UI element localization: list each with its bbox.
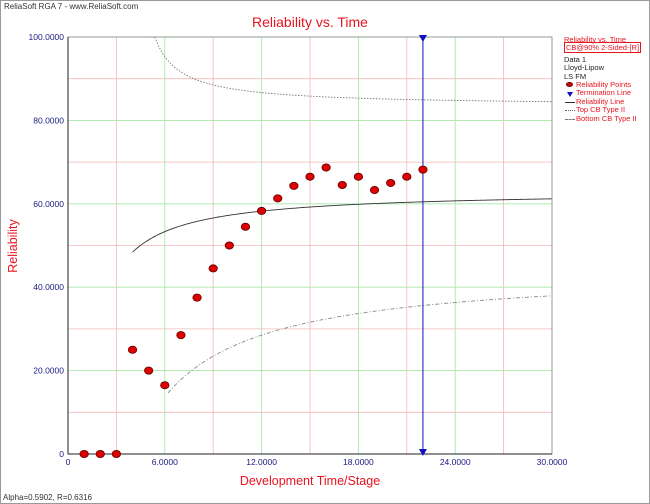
- x-tick-label: 30.0000: [537, 457, 568, 467]
- x-axis-label: Development Time/Stage: [239, 474, 381, 488]
- reliability-point: [353, 172, 363, 181]
- reliability-point: [402, 172, 412, 181]
- y-tick-label: 20.0000: [33, 366, 64, 376]
- tick-labels: 0 6.0000 12.0000 18.0000 24.0000 30.0000 0 20.0…: [29, 32, 568, 467]
- legend-info-data: Data 1: [564, 54, 587, 64]
- legend: Reliability vs. Time CB@90% 2-Sided-[R] …: [564, 35, 648, 123]
- bottom-cb-line: [167, 295, 553, 394]
- reliability-point: [256, 206, 267, 215]
- legend-item-bottom-cb: Bottom CB Type II: [564, 114, 648, 123]
- status-footer: Alpha=0.5902, R=0.6316: [3, 493, 92, 502]
- termination-marker-top: [418, 35, 427, 42]
- reliability-line: [132, 198, 553, 253]
- reliability-point: [337, 181, 347, 190]
- y-tick-label: 100.0000: [29, 32, 65, 42]
- reliability-point: [160, 381, 170, 390]
- x-tick-label: 24.0000: [440, 457, 471, 467]
- x-tick-label: 18.0000: [343, 457, 374, 467]
- curves: [132, 36, 553, 394]
- solid-line-icon: [564, 98, 576, 106]
- reliability-point: [111, 449, 122, 458]
- legend-info-model: Lloyd-Lipow: [564, 63, 605, 73]
- termination-triangle-icon: [564, 90, 576, 98]
- legend-header-cb: CB@90% 2-Sided-[R]: [564, 42, 642, 54]
- reliability-point: [79, 449, 89, 458]
- reliability-point: [386, 178, 396, 187]
- top-cb-line: [145, 36, 553, 103]
- y-tick-label: 0: [59, 449, 64, 459]
- axes: [67, 36, 553, 455]
- termination-marker-bottom: [418, 449, 427, 456]
- reliability-point: [224, 241, 234, 250]
- legend-item-reliability-points: Reliability Points: [564, 80, 648, 89]
- dotted-line-icon: [564, 106, 576, 114]
- y-tick-label: 60.0000: [33, 199, 64, 209]
- reliability-point-icon: [564, 81, 576, 89]
- reliability-point: [273, 194, 283, 203]
- legend-item-termination-line: Termination Line: [564, 89, 648, 97]
- reliability-point: [369, 186, 380, 195]
- legend-info-method: LS FM: [564, 71, 587, 81]
- legend-header-title: Reliability vs. Time: [564, 35, 627, 44]
- reliability-point: [305, 172, 315, 181]
- reliability-point: [418, 165, 428, 174]
- x-tick-label: 6.0000: [152, 457, 178, 467]
- reliability-point: [95, 449, 105, 458]
- chart-title: Reliability vs. Time: [252, 14, 368, 30]
- x-tick-label: 0: [66, 457, 71, 467]
- y-tick-label: 40.0000: [33, 282, 64, 292]
- reliability-point: [192, 293, 202, 302]
- reliability-point: [289, 181, 299, 190]
- reliability-point: [321, 163, 331, 172]
- reliability-point: [176, 331, 186, 340]
- app-title: ReliaSoft RGA 7 - www.ReliaSoft.com: [4, 2, 139, 11]
- data-marks: [79, 35, 428, 458]
- y-tick-label: 80.0000: [33, 115, 64, 125]
- reliability-point: [127, 345, 138, 354]
- reliability-point: [208, 264, 218, 273]
- legend-item-top-cb: Top CB Type II: [564, 105, 648, 114]
- reliability-point: [240, 222, 251, 231]
- dashed-line-icon: [564, 115, 576, 123]
- legend-item-reliability-line: Reliability Line: [564, 97, 648, 106]
- x-tick-label: 12.0000: [246, 457, 277, 467]
- reliability-point: [144, 366, 154, 375]
